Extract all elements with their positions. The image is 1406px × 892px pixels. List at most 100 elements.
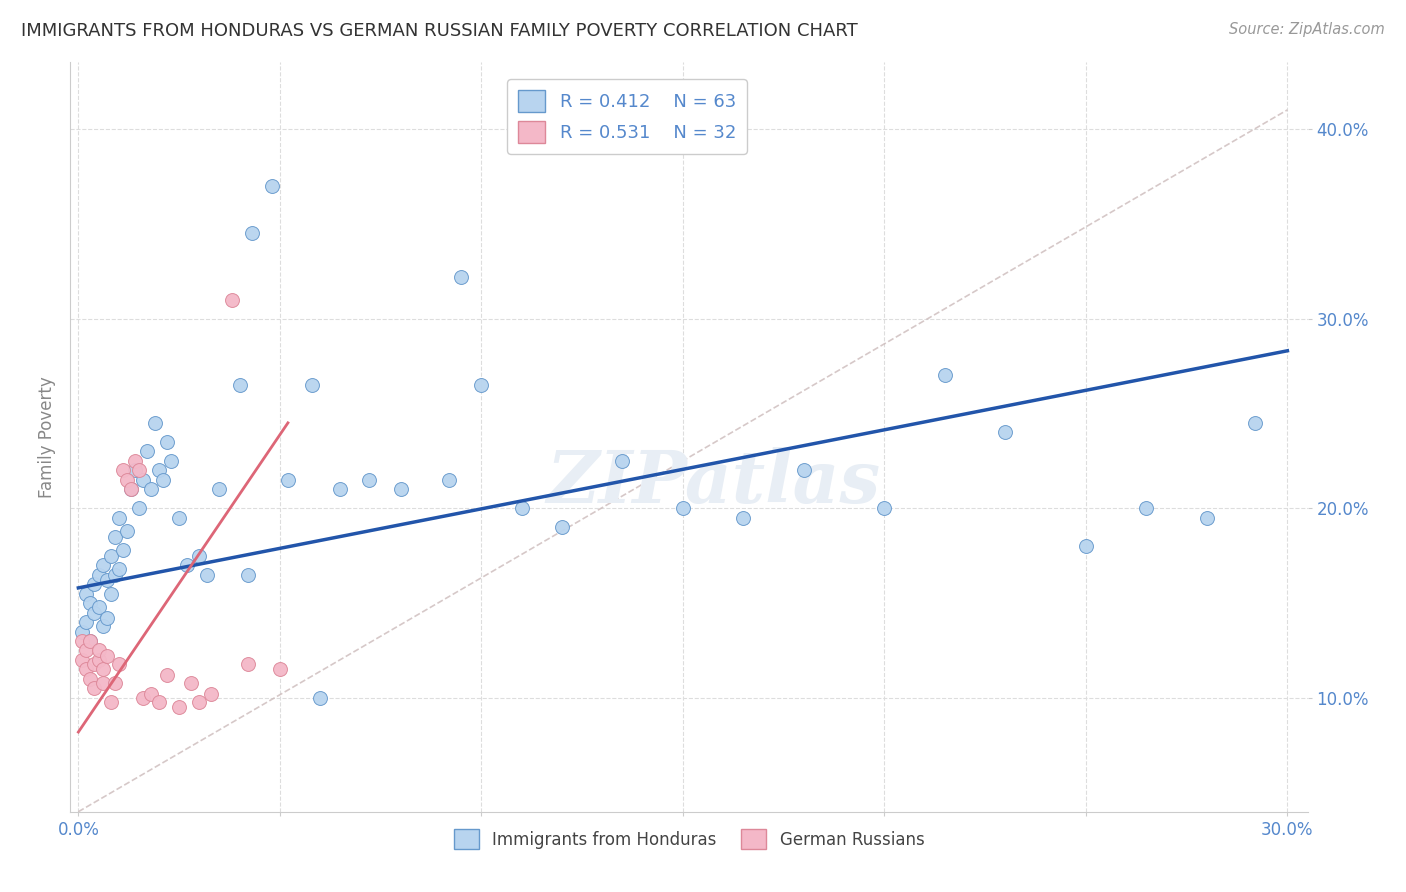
Point [79,596,101,610]
Point [91,675,114,690]
Point [135,444,157,458]
Point [128,501,150,516]
Point [160,454,183,468]
Point [75,643,97,657]
Point [733,510,755,524]
Point [120,482,142,496]
Point [148,463,170,477]
Text: IMMIGRANTS FROM HONDURAS VS GERMAN RUSSIAN FAMILY POVERTY CORRELATION CHART: IMMIGRANTS FROM HONDURAS VS GERMAN RUSSI… [21,22,858,40]
Point [115,524,138,538]
Point [87,653,110,667]
Point [91,619,114,633]
Point [277,473,299,487]
Point [260,178,283,193]
Point [357,473,380,487]
Point [156,434,179,449]
Point [139,687,162,701]
Point [107,562,129,576]
Point [72,634,94,648]
Point [510,501,533,516]
Point [83,606,105,620]
Point [91,663,114,677]
Legend: Immigrants from Honduras, German Russians: Immigrants from Honduras, German Russian… [447,822,931,855]
Point [188,695,211,709]
Point [612,454,634,468]
Point [221,293,243,307]
Point [128,463,150,477]
Point [72,653,94,667]
Point [120,482,142,496]
Point [100,695,122,709]
Point [104,530,127,544]
Point [551,520,574,534]
Point [124,463,146,477]
Point [1074,539,1097,553]
Point [104,567,127,582]
Point [152,473,174,487]
Point [124,454,146,468]
Point [167,510,190,524]
Point [180,675,202,690]
Point [72,624,94,639]
Point [309,690,332,705]
Point [100,549,122,563]
Point [87,643,110,657]
Point [83,577,105,591]
Point [672,501,695,516]
Point [83,681,105,696]
Point [96,574,118,588]
Point [75,615,97,629]
Point [873,501,896,516]
Point [87,599,110,614]
Point [1135,501,1157,516]
Point [269,663,291,677]
Point [96,611,118,625]
Text: ZIPatlas: ZIPatlas [547,447,880,517]
Y-axis label: Family Poverty: Family Poverty [38,376,56,498]
Point [75,586,97,600]
Point [236,657,259,671]
Point [132,690,155,705]
Point [934,368,956,383]
Point [139,482,162,496]
Point [301,378,323,392]
Text: Source: ZipAtlas.com: Source: ZipAtlas.com [1229,22,1385,37]
Point [132,473,155,487]
Point [188,549,211,563]
Point [329,482,352,496]
Point [96,649,118,664]
Point [1195,510,1218,524]
Point [100,586,122,600]
Point [208,482,231,496]
Point [111,463,134,477]
Point [83,657,105,671]
Point [200,687,222,701]
Point [389,482,412,496]
Point [156,668,179,682]
Point [107,510,129,524]
Point [79,634,101,648]
Point [1244,416,1267,430]
Point [111,543,134,558]
Point [79,672,101,686]
Point [994,425,1017,440]
Point [437,473,460,487]
Point [79,634,101,648]
Point [195,567,218,582]
Point [104,675,127,690]
Point [240,226,263,240]
Point [236,567,259,582]
Point [176,558,198,573]
Point [450,269,472,284]
Point [75,663,97,677]
Point [115,473,138,487]
Point [87,567,110,582]
Point [148,695,170,709]
Point [470,378,492,392]
Point [793,463,815,477]
Point [143,416,166,430]
Point [91,558,114,573]
Point [107,657,129,671]
Point [167,700,190,714]
Point [228,378,250,392]
